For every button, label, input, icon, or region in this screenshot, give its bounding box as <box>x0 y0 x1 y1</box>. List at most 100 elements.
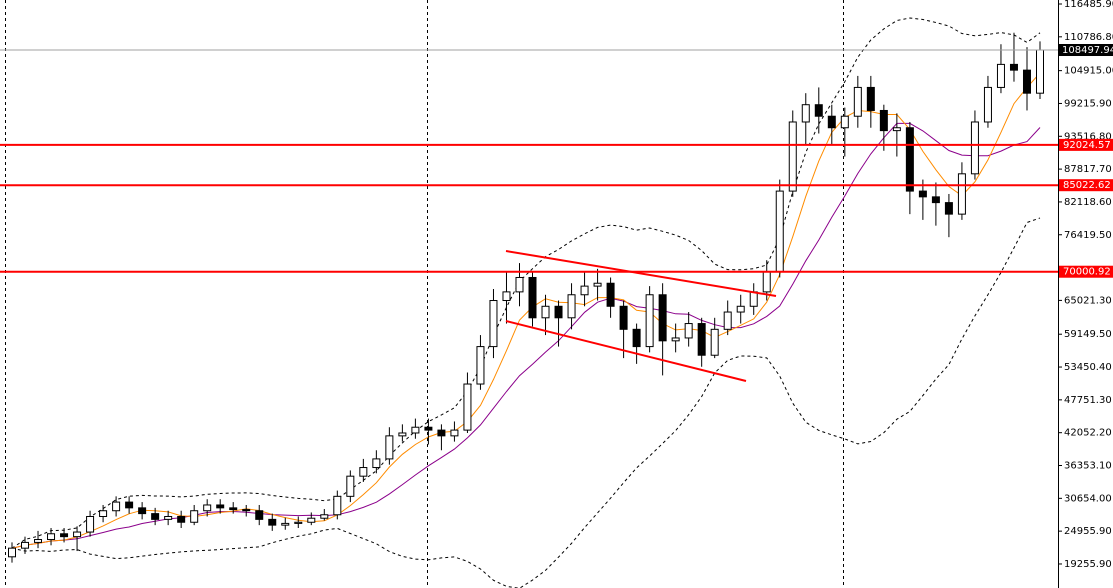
candle-body <box>515 276 524 293</box>
candle-body <box>281 522 290 526</box>
candle-body <box>125 501 134 509</box>
candle-body <box>73 531 82 538</box>
last-price-label: 108497.94 <box>1062 45 1113 56</box>
candle-body <box>827 115 836 129</box>
channel-lower <box>505 320 747 382</box>
candle-body <box>632 328 641 348</box>
candle-body <box>1022 69 1031 94</box>
candle-body <box>957 173 966 215</box>
candle-body <box>190 510 199 523</box>
candle-body <box>645 294 654 348</box>
candle-body <box>944 202 953 215</box>
candle-body <box>450 429 459 437</box>
candle-body <box>502 291 511 302</box>
level-label-box <box>1059 179 1113 192</box>
candle-body <box>177 515 186 523</box>
candle-body <box>892 127 901 132</box>
candle-body <box>437 429 446 437</box>
candle-body <box>710 328 719 356</box>
candle-body <box>814 104 823 117</box>
y-tick-label: 53450.40 <box>1064 362 1112 373</box>
candle-body <box>1036 49 1044 94</box>
candle-body <box>528 276 537 319</box>
candle-body <box>593 282 602 287</box>
candle-body <box>216 504 225 509</box>
candle-body <box>554 305 563 319</box>
candle-body <box>320 514 329 519</box>
candle-body <box>983 86 992 123</box>
candle-body <box>411 426 420 434</box>
candle-body <box>346 475 355 497</box>
candle-body <box>970 121 979 175</box>
candle-body <box>268 518 277 526</box>
candle-body <box>541 305 550 319</box>
candle-body <box>866 86 875 111</box>
candle-body <box>996 63 1005 88</box>
candle-body <box>151 513 160 520</box>
candle-body <box>762 271 771 293</box>
level-label-box <box>1059 138 1113 151</box>
candle-body <box>879 109 888 132</box>
y-tick-label: 87817.70 <box>1064 164 1112 175</box>
candle-body <box>463 383 472 431</box>
y-tick-label: 24955.90 <box>1064 526 1112 537</box>
candle-body <box>918 190 927 198</box>
candle-body <box>398 432 407 437</box>
y-tick-label: 116485.90 <box>1064 0 1113 10</box>
candle-body <box>476 346 485 385</box>
candle-body <box>840 115 849 129</box>
y-tick-label: 65021.30 <box>1064 295 1112 306</box>
candle-body <box>931 196 940 204</box>
candle-body <box>749 291 758 307</box>
candle-body <box>658 294 667 342</box>
candle-body <box>99 510 108 517</box>
candle-body <box>34 539 43 543</box>
candle-body <box>242 509 251 512</box>
candle-body <box>853 86 862 117</box>
candle-body <box>567 294 576 319</box>
y-tick-label: 19255.90 <box>1064 559 1112 570</box>
candle-body <box>164 515 173 520</box>
y-tick-label: 76419.50 <box>1064 230 1112 241</box>
candle-body <box>138 507 147 515</box>
bollinger-lower <box>11 217 1041 588</box>
y-tick-label: 110786.80 <box>1064 32 1113 43</box>
plot-area <box>0 17 1058 588</box>
candle-body <box>697 323 706 356</box>
candle-body <box>1009 63 1018 71</box>
candle-body <box>307 517 316 523</box>
candle-body <box>60 533 69 538</box>
y-tick-label: 104915.00 <box>1064 66 1113 77</box>
candle-body <box>86 515 95 533</box>
level-label: 85022.62 <box>1063 180 1111 191</box>
candle-body <box>671 337 680 342</box>
y-tick-label: 30654.00 <box>1064 493 1112 504</box>
candle-body <box>8 547 16 558</box>
y-tick-label: 99215.90 <box>1064 98 1112 109</box>
candle-body <box>684 323 693 339</box>
y-tick-label: 47751.30 <box>1064 395 1112 406</box>
candle-body <box>424 426 433 431</box>
candle-body <box>606 282 615 307</box>
y-tick-label: 82118.60 <box>1064 197 1112 208</box>
candle-body <box>203 504 212 512</box>
candle-body <box>580 285 589 296</box>
candle-body <box>255 510 264 520</box>
candle-body <box>372 458 381 469</box>
candle-body <box>905 127 914 192</box>
candle-body <box>333 495 342 516</box>
candle-body <box>47 533 56 541</box>
y-tick-label: 59149.50 <box>1064 329 1112 340</box>
candle-body <box>788 121 797 192</box>
last-price-box <box>1059 44 1113 57</box>
channel-upper <box>505 250 777 297</box>
candle-body <box>723 311 732 330</box>
candle-body <box>21 541 30 549</box>
candle-body <box>385 435 394 460</box>
price-axis: 116485.90 110786.80 104915.00 99215.90 93516… <box>1058 0 1113 570</box>
candle-body <box>229 507 238 511</box>
level-label-box <box>1059 265 1113 278</box>
